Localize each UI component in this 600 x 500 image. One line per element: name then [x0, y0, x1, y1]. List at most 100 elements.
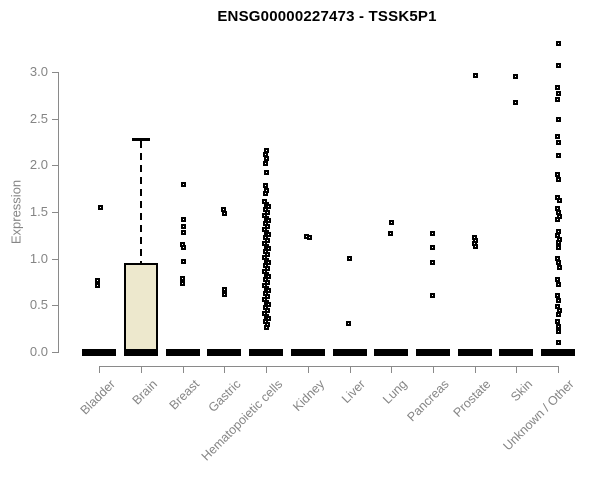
- data-point: [555, 171, 560, 177]
- data-point: [555, 277, 560, 283]
- data-point: [179, 280, 185, 286]
- median-bar: [332, 349, 367, 356]
- x-category-label: Breast: [166, 377, 202, 413]
- median-bar: [499, 349, 534, 356]
- data-point: [389, 220, 395, 226]
- data-point: [179, 276, 185, 282]
- data-point: [429, 293, 435, 299]
- data-point: [388, 230, 394, 236]
- data-point: [266, 232, 272, 238]
- data-point: [555, 134, 560, 140]
- data-point: [95, 282, 101, 288]
- data-point: [264, 155, 270, 161]
- y-axis-line: [58, 72, 59, 353]
- x-category-label: Lung: [380, 377, 411, 407]
- data-point: [95, 278, 101, 284]
- y-tick-label: 0.5: [29, 297, 48, 313]
- data-point: [557, 265, 562, 271]
- median-bar: [249, 349, 284, 356]
- data-point: [265, 210, 271, 215]
- data-point: [180, 259, 186, 265]
- data-point: [472, 72, 478, 78]
- data-point: [556, 323, 561, 329]
- data-point: [556, 41, 561, 47]
- y-axis-tick: [52, 305, 58, 307]
- data-point: [513, 99, 519, 105]
- data-point: [266, 302, 272, 308]
- data-point: [556, 177, 561, 183]
- data-point: [222, 286, 228, 292]
- y-tick-label: 0.0: [29, 344, 48, 359]
- data-point: [264, 169, 270, 175]
- x-category-label: Hematopoietic cells: [198, 377, 286, 464]
- x-axis-tick: [266, 366, 268, 373]
- x-category-label: Brain: [129, 377, 160, 408]
- data-point: [556, 260, 561, 266]
- data-point: [265, 238, 271, 243]
- y-tick-label: 1.0: [29, 250, 48, 266]
- data-point: [265, 294, 271, 299]
- median-bar: [165, 349, 200, 356]
- x-category-label: Liver: [339, 377, 369, 407]
- data-point: [429, 244, 435, 250]
- data-point: [180, 216, 186, 222]
- y-axis-tick: [52, 165, 58, 167]
- y-axis-tick: [52, 72, 58, 73]
- x-category-label: Prostate: [450, 377, 494, 420]
- data-point: [345, 321, 351, 327]
- data-point: [222, 210, 228, 216]
- data-point: [266, 316, 272, 322]
- x-axis-tick: [349, 366, 351, 373]
- data-point: [346, 255, 352, 261]
- median-bar: [207, 349, 242, 356]
- data-point: [263, 182, 269, 188]
- median-bar: [82, 349, 117, 356]
- data-point: [555, 217, 560, 223]
- data-point: [263, 160, 269, 166]
- whisker-dashed-line: [140, 141, 142, 264]
- y-axis-tick: [52, 118, 58, 120]
- data-point: [180, 245, 186, 251]
- x-category-label: Gastric: [205, 377, 244, 415]
- data-point: [556, 228, 561, 234]
- data-point: [306, 235, 312, 241]
- data-point: [556, 140, 561, 145]
- data-point: [266, 288, 272, 294]
- data-point: [555, 255, 560, 261]
- x-axis-line: [99, 366, 559, 367]
- chart-title: ENSG00000227473 - TSSK5P1: [217, 8, 437, 25]
- data-point: [180, 229, 186, 235]
- data-point: [263, 191, 269, 197]
- x-axis-tick: [307, 366, 309, 373]
- x-category-label: Kidney: [289, 377, 327, 414]
- data-point: [556, 153, 561, 159]
- data-point: [265, 224, 271, 229]
- data-point: [555, 97, 560, 103]
- x-axis-tick: [99, 366, 101, 373]
- data-point: [265, 266, 271, 271]
- data-point: [556, 281, 561, 287]
- y-axis-tick: [52, 258, 58, 260]
- data-point: [556, 63, 561, 69]
- median-bar: [457, 349, 492, 356]
- data-point: [265, 308, 271, 313]
- x-axis-tick: [391, 366, 393, 373]
- x-axis-tick: [432, 366, 434, 373]
- median-bar: [124, 349, 158, 356]
- x-axis-tick: [182, 366, 184, 373]
- data-point: [556, 297, 561, 303]
- data-point: [264, 324, 270, 330]
- data-point: [513, 73, 519, 79]
- data-point: [266, 246, 272, 252]
- data-point: [472, 243, 478, 249]
- data-point: [556, 329, 561, 335]
- whisker-cap: [132, 138, 150, 142]
- data-point: [266, 218, 272, 224]
- box-iqr: [124, 263, 158, 352]
- data-point: [266, 274, 272, 280]
- x-axis-tick: [516, 366, 518, 373]
- data-point: [222, 292, 228, 298]
- x-axis-tick: [141, 366, 142, 373]
